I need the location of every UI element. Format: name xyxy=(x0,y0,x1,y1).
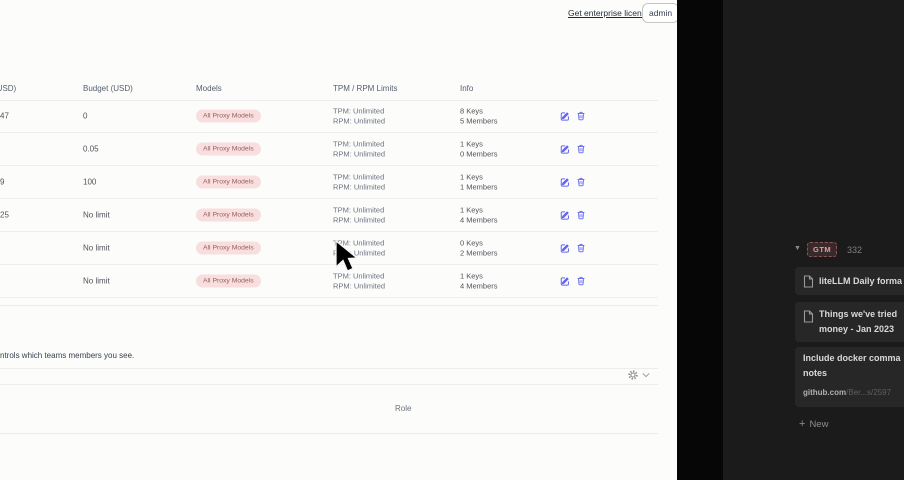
column-header-budget: Budget (USD) xyxy=(83,84,133,93)
models-badge: All Proxy Models xyxy=(196,208,261,222)
card-link: github.com/Ber...s/2597 xyxy=(803,388,891,397)
info-value: 0 Keys 2 Members xyxy=(460,238,498,258)
black-gap xyxy=(677,0,723,480)
budget-value: 0.05 xyxy=(83,144,99,154)
card-title: Things we've tried money - Jan 2023 xyxy=(819,309,898,334)
table-bottom-border xyxy=(0,305,658,306)
models-badge: All Proxy Models xyxy=(196,175,261,189)
spend-value: 25 xyxy=(0,210,9,220)
table-row: 9 100 All Proxy Models TPM: Unlimited RPM… xyxy=(0,166,658,199)
column-header-limits: TPM / RPM Limits xyxy=(333,84,398,93)
admin-page: Get enterprise license admin (USD) Budge… xyxy=(0,3,680,434)
table-row: No limit All Proxy Models TPM: Unlimited… xyxy=(0,232,658,265)
get-enterprise-license-link[interactable]: Get enterprise license xyxy=(568,8,651,18)
trash-icon[interactable] xyxy=(576,210,586,221)
edit-icon[interactable] xyxy=(560,177,570,188)
models-badge: All Proxy Models xyxy=(196,274,261,288)
section-divider xyxy=(0,384,658,385)
models-badge: All Proxy Models xyxy=(196,241,261,255)
info-value: 1 Keys 0 Members xyxy=(460,139,498,159)
trash-icon[interactable] xyxy=(576,111,586,122)
edit-icon[interactable] xyxy=(560,243,570,254)
new-card-button[interactable]: + New xyxy=(799,418,828,431)
gtm-group-count: 332 xyxy=(847,245,863,255)
section-divider xyxy=(0,368,658,369)
trash-icon[interactable] xyxy=(576,243,586,254)
edit-icon[interactable] xyxy=(560,111,570,122)
gtm-group-badge[interactable]: GTM xyxy=(807,242,838,257)
trash-icon[interactable] xyxy=(576,276,586,287)
column-header-models: Models xyxy=(196,84,222,93)
notion-card[interactable]: Include docker comma notes github.com/Be… xyxy=(795,347,904,407)
info-value: 8 Keys 5 Members xyxy=(460,106,498,126)
card-title: Include docker comma notes xyxy=(803,353,901,378)
models-badge: All Proxy Models xyxy=(196,109,261,123)
budget-value: No limit xyxy=(83,276,110,286)
gear-icon[interactable] xyxy=(627,369,639,381)
chevron-down-icon[interactable] xyxy=(642,372,650,378)
document-icon xyxy=(803,310,814,323)
limits-value: TPM: Unlimited RPM: Unlimited xyxy=(333,106,386,126)
budget-value: No limit xyxy=(83,243,110,253)
limits-value: TPM: Unlimited RPM: Unlimited xyxy=(333,271,386,291)
link-host: github.com xyxy=(803,388,847,397)
column-header-info: Info xyxy=(460,84,474,93)
column-header-spend: (USD) xyxy=(0,84,17,93)
models-badge: All Proxy Models xyxy=(196,142,261,156)
budget-value: 0 xyxy=(83,111,88,121)
edit-icon[interactable] xyxy=(560,144,570,155)
edit-icon[interactable] xyxy=(560,210,570,221)
notion-sidebar: ▼ GTM 332 liteLLM Daily forma Things we'… xyxy=(723,0,904,480)
budget-value: No limit xyxy=(83,210,110,220)
column-header-role: Role xyxy=(395,404,412,413)
table-row: 25 No limit All Proxy Models TPM: Unlimi… xyxy=(0,199,658,232)
trash-icon[interactable] xyxy=(576,177,586,188)
document-icon xyxy=(803,275,814,288)
gtm-group-label: GTM xyxy=(813,245,832,254)
plus-icon: + xyxy=(799,418,806,430)
header-divider xyxy=(0,100,658,101)
new-card-label: New xyxy=(809,419,829,430)
spend-value: 9 xyxy=(0,177,5,187)
info-value: 1 Keys 1 Members xyxy=(460,172,498,192)
budget-value: 100 xyxy=(83,177,97,187)
table-row: 47 0 All Proxy Models TPM: Unlimited RPM:… xyxy=(0,100,658,133)
card-title: liteLLM Daily forma xyxy=(819,276,903,286)
section-divider xyxy=(0,433,658,434)
limits-value: TPM: Unlimited RPM: Unlimited xyxy=(333,139,386,159)
table-row: No limit All Proxy Models TPM: Unlimited… xyxy=(0,265,658,298)
info-value: 1 Keys 4 Members xyxy=(460,271,498,291)
limits-value: TPM: Unlimited RPM: Unlimited xyxy=(333,238,386,258)
limits-value: TPM: Unlimited RPM: Unlimited xyxy=(333,172,386,192)
admin-user-label: admin xyxy=(649,8,673,18)
notion-card[interactable]: Things we've tried money - Jan 2023 xyxy=(795,302,904,342)
limits-value: TPM: Unlimited RPM: Unlimited xyxy=(333,205,386,225)
link-path: /Ber...s/2597 xyxy=(846,388,892,397)
info-value: 1 Keys 4 Members xyxy=(460,205,498,225)
disclosure-triangle-icon[interactable]: ▼ xyxy=(794,245,801,252)
table-row: 0.05 All Proxy Models TPM: Unlimited RPM:… xyxy=(0,133,658,166)
teams-note: ntrols which teams members you see. xyxy=(0,351,135,360)
notion-card[interactable]: liteLLM Daily forma xyxy=(795,267,904,295)
spend-value: 47 xyxy=(0,111,9,121)
trash-icon[interactable] xyxy=(576,144,586,155)
admin-user-button[interactable]: admin xyxy=(642,3,680,23)
edit-icon[interactable] xyxy=(560,276,570,287)
